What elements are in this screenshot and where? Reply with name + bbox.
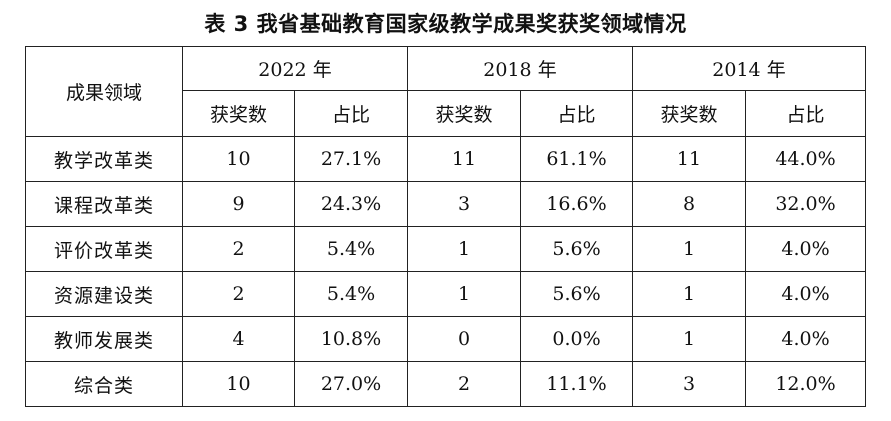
ratio-cell-2022: 27.0% xyxy=(294,361,408,407)
count-cell-2018: 11 xyxy=(407,136,521,182)
ratio-cell-2022: 5.4% xyxy=(294,226,408,272)
ratio-cell-2018: 0.0% xyxy=(520,316,633,362)
count-cell-2014: 3 xyxy=(632,361,746,407)
count-cell-2014: 1 xyxy=(632,271,746,317)
count-cell-2014: 11 xyxy=(632,136,746,182)
table-row: 教学改革类 10 27.1% 11 61.1% 11 44.0% xyxy=(25,136,866,182)
ratio-cell-2014: 4.0% xyxy=(745,226,866,272)
ratio-cell-2014: 32.0% xyxy=(745,181,866,227)
year-header-2018: 2018 年 xyxy=(407,46,633,91)
ratio-header-2014: 占比 xyxy=(745,90,866,137)
count-cell-2022: 4 xyxy=(182,316,295,362)
count-cell-2014: 8 xyxy=(632,181,746,227)
ratio-cell-2018: 11.1% xyxy=(520,361,633,407)
domain-cell: 评价改革类 xyxy=(25,226,183,272)
count-header-2018: 获奖数 xyxy=(407,90,521,137)
year-header-2014: 2014 年 xyxy=(632,46,866,91)
awards-table: 成果领域 2022 年 2018 年 2014 年 获奖数 占比 获奖数 占比 … xyxy=(25,46,866,407)
domain-cell: 课程改革类 xyxy=(25,181,183,227)
domain-cell: 资源建设类 xyxy=(25,271,183,317)
count-cell-2014: 1 xyxy=(632,226,746,272)
count-cell-2022: 2 xyxy=(182,271,295,317)
count-cell-2018: 0 xyxy=(407,316,521,362)
domain-header: 成果领域 xyxy=(25,46,183,137)
ratio-cell-2018: 16.6% xyxy=(520,181,633,227)
header-row-years: 成果领域 2022 年 2018 年 2014 年 xyxy=(25,46,866,137)
year-header-2022: 2022 年 xyxy=(182,46,408,91)
ratio-header-2018: 占比 xyxy=(520,90,633,137)
ratio-cell-2022: 27.1% xyxy=(294,136,408,182)
count-cell-2018: 1 xyxy=(407,271,521,317)
table-row: 综合类 10 27.0% 2 11.1% 3 12.0% xyxy=(25,361,866,407)
table-row: 评价改革类 2 5.4% 1 5.6% 1 4.0% xyxy=(25,226,866,272)
ratio-cell-2022: 24.3% xyxy=(294,181,408,227)
ratio-cell-2014: 4.0% xyxy=(745,316,866,362)
table-row: 资源建设类 2 5.4% 1 5.6% 1 4.0% xyxy=(25,271,866,317)
table-row: 课程改革类 9 24.3% 3 16.6% 8 32.0% xyxy=(25,181,866,227)
domain-cell: 教师发展类 xyxy=(25,316,183,362)
table-row: 教师发展类 4 10.8% 0 0.0% 1 4.0% xyxy=(25,316,866,362)
ratio-cell-2014: 44.0% xyxy=(745,136,866,182)
ratio-cell-2018: 5.6% xyxy=(520,271,633,317)
ratio-cell-2014: 12.0% xyxy=(745,361,866,407)
count-cell-2018: 1 xyxy=(407,226,521,272)
count-cell-2022: 10 xyxy=(182,136,295,182)
domain-cell: 综合类 xyxy=(25,361,183,407)
count-cell-2022: 2 xyxy=(182,226,295,272)
count-header-2022: 获奖数 xyxy=(182,90,295,137)
ratio-header-2022: 占比 xyxy=(294,90,408,137)
header-row-metrics: 获奖数 占比 获奖数 占比 获奖数 占比 xyxy=(26,90,866,137)
domain-cell: 教学改革类 xyxy=(25,136,183,182)
count-cell-2022: 9 xyxy=(182,181,295,227)
ratio-cell-2022: 5.4% xyxy=(294,271,408,317)
count-cell-2014: 1 xyxy=(632,316,746,362)
table-caption: 表 3 我省基础教育国家级教学成果奖获奖领域情况 xyxy=(204,12,687,36)
count-cell-2018: 2 xyxy=(407,361,521,407)
ratio-cell-2018: 61.1% xyxy=(520,136,633,182)
ratio-cell-2014: 4.0% xyxy=(745,271,866,317)
count-cell-2018: 3 xyxy=(407,181,521,227)
count-header-2014: 获奖数 xyxy=(632,90,746,137)
count-cell-2022: 10 xyxy=(182,361,295,407)
ratio-cell-2018: 5.6% xyxy=(520,226,633,272)
ratio-cell-2022: 10.8% xyxy=(294,316,408,362)
